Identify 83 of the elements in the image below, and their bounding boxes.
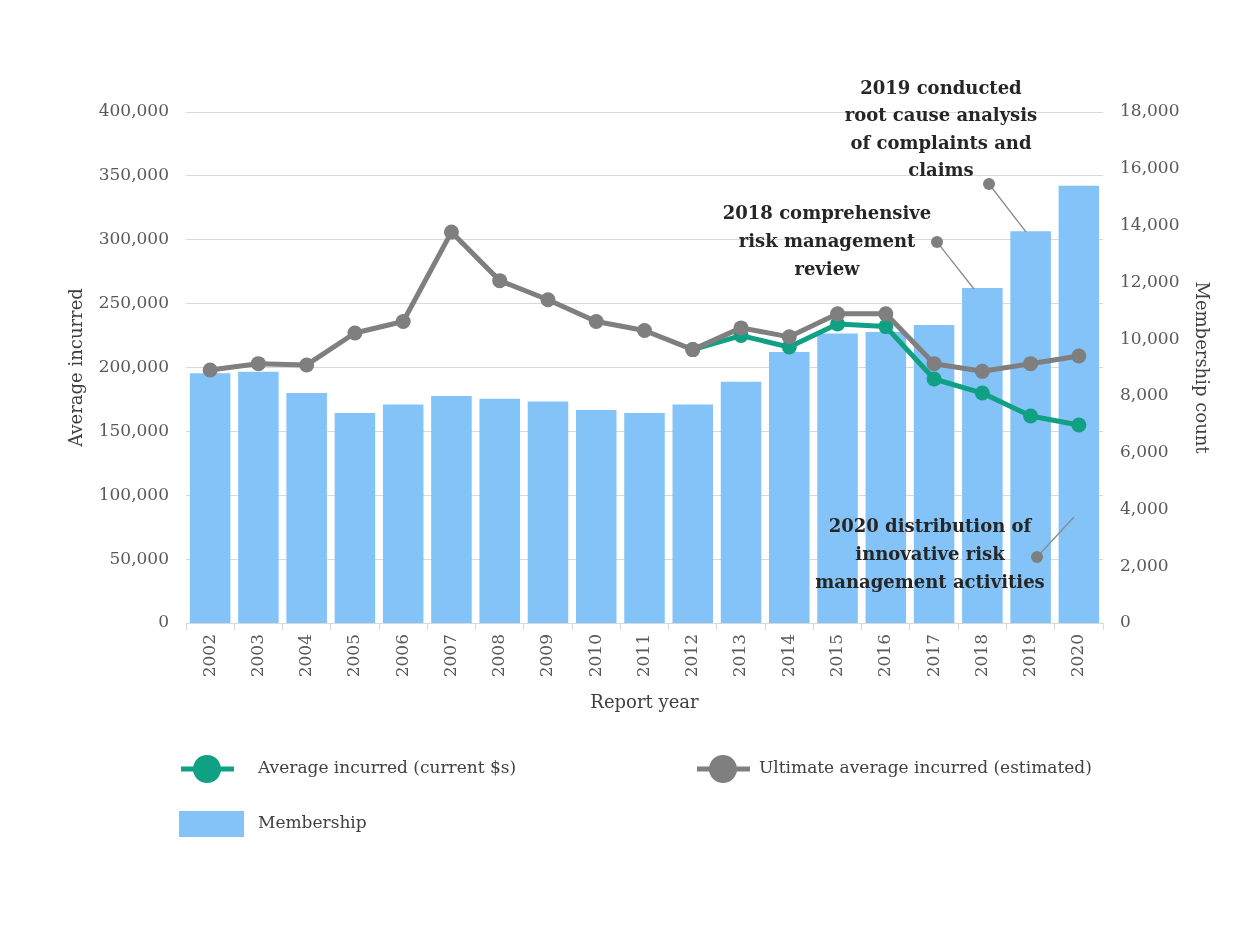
point xyxy=(1023,408,1039,424)
point xyxy=(1071,417,1087,433)
y-tick-label: 0 xyxy=(158,611,169,632)
point xyxy=(395,314,411,330)
x-tick-label: 2012 xyxy=(681,634,702,678)
point xyxy=(443,224,459,240)
bar xyxy=(1058,185,1100,623)
x-tick-label: 2017 xyxy=(922,634,943,678)
bar xyxy=(334,412,376,623)
bar xyxy=(382,404,424,623)
point xyxy=(492,273,508,289)
x-axis-title: Report year xyxy=(590,690,700,712)
bar xyxy=(575,410,617,623)
x-tick-label: 2004 xyxy=(295,634,316,678)
x-tick-label: 2011 xyxy=(632,634,653,678)
y-tick-label: 50,000 xyxy=(109,547,169,568)
y2-tick-label: 10,000 xyxy=(1120,327,1180,348)
bar xyxy=(624,412,665,623)
annotation: 2019 conducted root cause analysis of complaints and claims xyxy=(844,76,1038,181)
point xyxy=(878,319,894,335)
point xyxy=(926,356,942,372)
y2-tick-label: 12,000 xyxy=(1120,270,1180,291)
point xyxy=(830,306,846,322)
x-tick-label: 2014 xyxy=(777,634,798,678)
x-tick-label: 2020 xyxy=(1067,634,1088,678)
y2-tick-label: 8,000 xyxy=(1120,384,1169,405)
x-tick-label: 2005 xyxy=(343,634,364,678)
annotation: 2018 comprehensive risk management review xyxy=(722,201,932,279)
x-tick-label: 2013 xyxy=(729,634,750,678)
point xyxy=(347,325,363,341)
x-tick-label: 2002 xyxy=(198,634,219,678)
y2-tick-label: 18,000 xyxy=(1120,100,1180,121)
point xyxy=(250,356,266,372)
point xyxy=(588,314,604,330)
y-tick-label: 150,000 xyxy=(98,419,169,440)
bar xyxy=(479,398,520,623)
bar xyxy=(672,404,714,623)
y-tick-label: 200,000 xyxy=(98,355,169,376)
legend-label: Membership xyxy=(258,812,367,833)
y2-tick-label: 6,000 xyxy=(1120,441,1169,462)
bar xyxy=(431,395,472,623)
point xyxy=(781,329,797,345)
y-tick-label: 300,000 xyxy=(98,228,169,249)
x-tick-label: 2015 xyxy=(825,634,846,678)
x-tick-label: 2006 xyxy=(391,634,412,678)
y-tick-label: 250,000 xyxy=(98,292,169,313)
y2-tick-label: 14,000 xyxy=(1120,213,1180,234)
y-tick-label: 400,000 xyxy=(98,100,169,121)
x-tick-label: 2010 xyxy=(584,634,605,678)
point xyxy=(1023,356,1039,372)
bar xyxy=(238,371,279,623)
point xyxy=(733,320,749,336)
x-tick-label: 2016 xyxy=(874,634,895,678)
x-tick-label: 2007 xyxy=(439,634,460,678)
x-tick-label: 2003 xyxy=(246,634,267,678)
x-tick-label: 2018 xyxy=(970,634,991,678)
point xyxy=(878,306,894,322)
point xyxy=(299,357,315,373)
bar xyxy=(189,373,231,623)
x-tick-label: 2009 xyxy=(536,634,557,678)
point xyxy=(202,362,218,378)
y-tick-label: 100,000 xyxy=(98,483,169,504)
bar xyxy=(720,381,762,623)
point xyxy=(926,371,942,387)
y2-tick-label: 4,000 xyxy=(1120,497,1169,518)
y2-tick-label: 2,000 xyxy=(1120,554,1169,575)
y2-tick-label: 16,000 xyxy=(1120,157,1180,178)
point xyxy=(974,363,990,379)
x-tick-label: 2019 xyxy=(1019,634,1040,678)
bar xyxy=(527,401,569,623)
y-tick-label: 350,000 xyxy=(98,164,169,185)
point xyxy=(637,322,652,338)
y2-axis-title: Membership count xyxy=(1191,281,1213,455)
point xyxy=(974,385,990,401)
y-axis-title: Average incurred xyxy=(65,288,87,448)
x-tick-label: 2008 xyxy=(488,634,509,678)
legend-label: Average incurred (current $s) xyxy=(257,757,517,778)
point xyxy=(1071,348,1087,364)
legend-label: Ultimate average incurred (estimated) xyxy=(759,757,1092,778)
bar xyxy=(286,393,327,623)
y2-tick-label: 0 xyxy=(1120,611,1131,632)
point xyxy=(540,292,556,308)
bar xyxy=(769,351,810,623)
